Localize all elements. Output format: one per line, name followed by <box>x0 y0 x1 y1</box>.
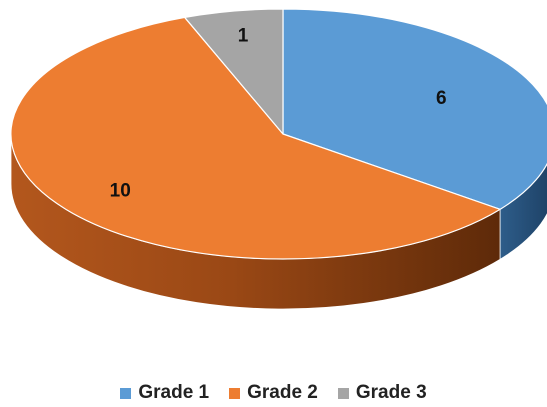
legend-label-grade-3: Grade 3 <box>355 382 427 403</box>
legend-item-grade-2: Grade 2 <box>229 382 318 404</box>
pie-data-labels: 6 10 1 <box>110 26 447 202</box>
pie-slice-grade-2 <box>10 16 501 260</box>
data-label-grade-1: 6 <box>436 88 447 109</box>
legend-swatch-grade-1 <box>120 387 132 399</box>
pie-slice-grade-1 <box>282 8 547 210</box>
legend-label-grade-1: Grade 1 <box>138 382 210 403</box>
legend-swatch-grade-2 <box>229 387 241 399</box>
legend-item-grade-1: Grade 1 <box>120 382 209 404</box>
data-label-grade-3: 1 <box>238 26 249 47</box>
legend-item-grade-3: Grade 3 <box>337 382 427 404</box>
legend-swatch-grade-3 <box>337 387 349 399</box>
pie-slice-grade-3 <box>184 8 284 135</box>
data-label-grade-2: 10 <box>110 181 131 202</box>
pie-tops <box>10 8 547 260</box>
legend-label-grade-2: Grade 2 <box>247 382 318 403</box>
chart-legend: Grade 1 Grade 2 Grade 3 <box>0 380 547 406</box>
